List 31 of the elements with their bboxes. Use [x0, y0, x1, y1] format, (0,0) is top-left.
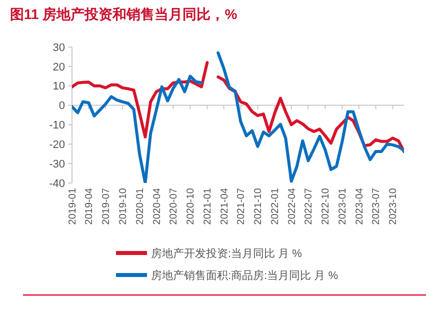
x-tick-label: 2020-07 [168, 188, 180, 225]
x-tick-label: 2021-01 [202, 188, 214, 225]
x-tick-label: 2019-10 [118, 188, 129, 225]
y-tick-label: 20 [52, 61, 65, 74]
x-tick-label: 2022-07 [304, 188, 315, 225]
x-tick-label: 2023-10 [388, 188, 400, 225]
y-tick-label: -30 [49, 158, 65, 170]
x-tick-label: 2021-04 [219, 188, 230, 225]
x-tick-label: 2020-01 [135, 188, 146, 225]
x-tick-label: 2023-04 [354, 188, 366, 225]
y-tick-label: -40 [49, 178, 65, 190]
legend-label: 房地产开发投资:当月同比 月 % [151, 246, 302, 260]
x-tick-label: 2022-01 [270, 188, 282, 225]
y-tick-label: 0 [58, 100, 65, 112]
legend-label: 房地产销售面积:商品房:当月同比 月 % [151, 268, 338, 282]
y-tick-label: -10 [49, 120, 65, 132]
x-tick-label: 2022-10 [320, 188, 332, 225]
x-tick-label: 2020-10 [186, 188, 197, 225]
x-tick-label: 2022-04 [286, 188, 298, 225]
y-tick-label: -20 [49, 138, 65, 151]
x-tick-label: 2023-07 [371, 188, 382, 225]
chart-title: 图11 房地产投资和销售当月同比，% [10, 6, 238, 22]
x-tick-label: 2019-04 [84, 188, 96, 225]
y-tick-label: 10 [52, 80, 65, 93]
x-tick-label: 2021-07 [236, 188, 248, 225]
x-tick-label: 2023-01 [338, 188, 349, 225]
x-tick-label: 2019-07 [100, 188, 112, 225]
x-tick-label: 2019-01 [68, 188, 78, 225]
x-tick-label: 2021-10 [253, 188, 264, 225]
y-tick-label: 30 [52, 42, 65, 54]
x-tick-label: 2020-04 [152, 188, 163, 225]
